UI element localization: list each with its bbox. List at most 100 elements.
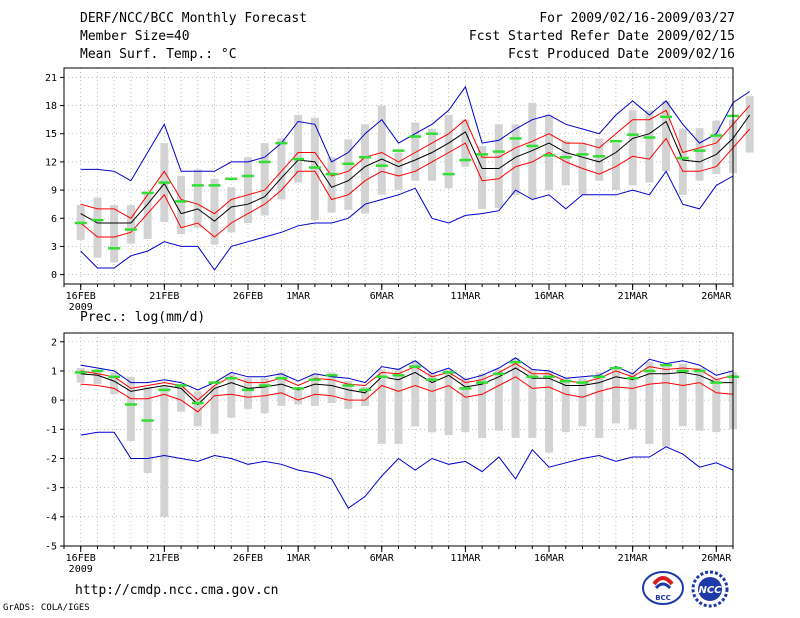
ensemble-box: [578, 378, 587, 427]
ensemble-box: [227, 373, 236, 418]
y-tick-label: -3: [45, 483, 57, 494]
ensemble-box: [294, 114, 303, 183]
ensemble-box: [662, 100, 671, 172]
x-tick-label: 11MAR: [450, 553, 481, 564]
ensemble-box: [126, 376, 135, 441]
y-tick-label: 0: [51, 396, 57, 407]
ncc-logo-text: NCC: [698, 585, 722, 596]
ensemble-box: [110, 372, 119, 395]
ensemble-box: [628, 110, 637, 186]
ensemble-box: [377, 105, 386, 195]
ensemble-box: [528, 369, 537, 439]
ensemble-box: [210, 385, 219, 434]
ensemble-box: [461, 378, 470, 433]
ensemble-box: [678, 363, 687, 427]
x-tick-label: 21MAR: [618, 553, 649, 564]
ensemble-box: [76, 368, 85, 383]
x-tick-label: 26MAR: [701, 553, 732, 564]
ensemble-box: [561, 141, 570, 186]
ensemble-box: [193, 169, 202, 228]
ensemble-box: [712, 378, 721, 433]
y-tick-label: 15: [45, 129, 57, 140]
x-tick-label: 16FEB: [66, 553, 96, 564]
ensemble-box: [93, 197, 102, 258]
x-tick-label: 21FEB: [149, 291, 179, 302]
ensemble-box: [177, 384, 186, 412]
x-tick-label: 6MAR: [370, 291, 395, 302]
x-tick-label: 26FEB: [233, 291, 263, 302]
ensemble-box: [478, 373, 487, 439]
bcc-logo-text: BCC: [655, 594, 671, 602]
x-year-label: 2009: [69, 302, 93, 313]
ensemble-box: [394, 368, 403, 444]
member-size: Member Size=40: [80, 29, 190, 44]
ensemble-box: [361, 386, 370, 406]
source-url[interactable]: http://cmdp.ncc.cma.gov.cn: [75, 583, 279, 598]
ensemble-box: [411, 122, 420, 181]
ensemble-box: [712, 120, 721, 175]
series-line-lower: [80, 376, 734, 413]
series-line-lower: [80, 128, 751, 238]
ensemble-box: [310, 373, 319, 406]
ensemble-box: [294, 386, 303, 405]
ensemble-box: [327, 372, 336, 404]
series-line-min: [80, 431, 734, 509]
ncc-logo: NCC: [691, 570, 729, 608]
ensemble-box: [444, 114, 453, 189]
y-tick-label: 18: [45, 101, 57, 112]
y-tick-label: 1: [51, 366, 57, 377]
ensemble-box: [93, 369, 102, 385]
precipitation-panel: -5 -4 -3 -2 -1 0 1 2 16FEB 21FEB 26FEB 1MAR 6MAR 11MA…: [45, 332, 739, 575]
y-tick-label: -4: [45, 512, 57, 523]
produced-date: Fcst Produced Date 2009/02/16: [508, 47, 735, 62]
x-tick-label: 6MAR: [370, 553, 395, 564]
variable-label: Mean Surf. Temp.: °C: [80, 47, 237, 62]
ensemble-box: [511, 124, 520, 195]
bcc-logo: BCC: [642, 571, 684, 605]
ensemble-box: [645, 110, 654, 183]
ensemble-box: [277, 372, 286, 406]
ensemble-box: [243, 157, 252, 223]
series-line-upper: [80, 363, 734, 401]
x-tick-label: 21FEB: [149, 553, 179, 564]
ensemble-box: [227, 187, 236, 233]
ensemble-box: [678, 129, 687, 195]
ensemble-box: [611, 369, 620, 424]
ensemble-box: [494, 369, 503, 431]
ensemble-box: [411, 360, 420, 427]
ensemble-box: [126, 205, 135, 244]
series-line-upper: [80, 105, 751, 219]
y-tick-label: -2: [45, 454, 57, 465]
x-tick-label: 26FEB: [233, 553, 263, 564]
x-tick-label: 1MAR: [286, 291, 311, 302]
ensemble-box: [193, 391, 202, 427]
ensemble-box: [511, 357, 520, 439]
ensemble-box: [177, 176, 186, 235]
ensemble-box: [745, 96, 754, 153]
y-tick-label: 12: [45, 157, 57, 168]
x-tick-label: 1MAR: [286, 553, 311, 564]
series-line-max: [80, 357, 734, 391]
series-line-min: [80, 170, 734, 271]
ensemble-box: [344, 139, 353, 210]
ensemble-box: [595, 138, 604, 181]
ensemble-box: [327, 157, 336, 213]
prec-panel-title: Prec.: log(mm/d): [80, 310, 206, 325]
series-line-mean: [80, 367, 733, 406]
ensemble-box: [695, 368, 704, 431]
ensemble-box: [695, 128, 704, 181]
ensemble-box: [444, 369, 453, 436]
ensemble-box: [361, 124, 370, 214]
ensemble-box: [427, 129, 436, 181]
ensemble-box: [561, 378, 570, 433]
ensemble-box: [143, 191, 152, 239]
ensemble-box: [628, 372, 637, 430]
y-tick-label: -5: [45, 542, 57, 553]
ensemble-box: [310, 117, 319, 221]
chart-title: DERF/NCC/BCC Monthly Forecast: [80, 11, 307, 26]
series-line-max: [80, 85, 750, 182]
ensemble-box: [478, 145, 487, 209]
ensemble-box: [277, 138, 286, 200]
ensemble-box: [110, 205, 119, 263]
